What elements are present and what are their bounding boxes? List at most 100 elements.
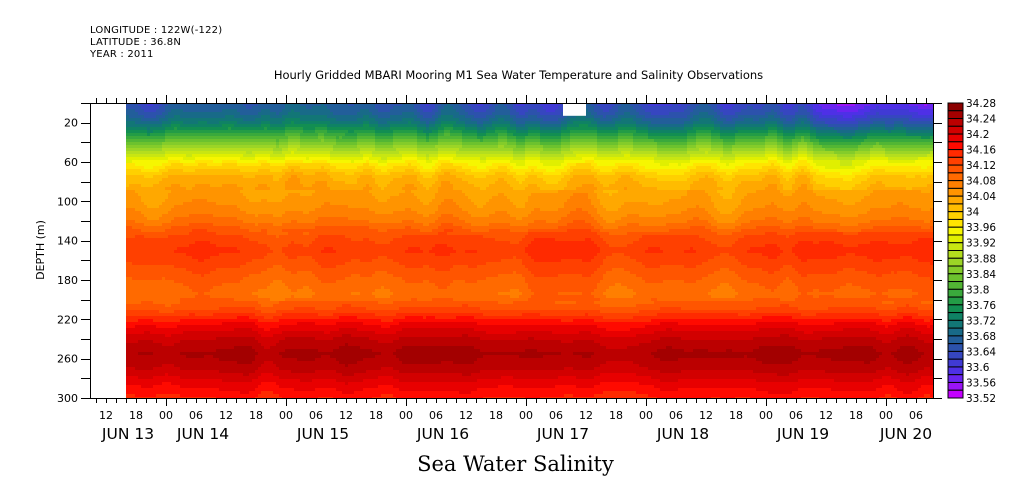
field-cell [390,133,393,136]
field-cell [201,118,204,121]
field-cell [417,133,420,136]
field-cell [396,325,399,331]
field-cell [264,322,267,331]
field-cell [441,157,444,160]
field-cell [195,229,198,241]
field-cell [255,331,258,340]
field-cell [228,121,231,124]
field-cell [492,103,495,112]
field-cell [396,121,399,124]
field-cell [240,364,243,373]
field-cell [432,157,435,160]
field-cell [387,316,390,322]
field-cell [264,154,267,157]
field-cell [330,145,333,148]
field-cell [336,142,339,145]
field-cell [363,163,366,169]
field-cell [291,325,294,331]
field-cell [243,148,246,151]
field-cell [417,337,420,346]
field-cell [228,142,231,145]
field-cell [186,286,189,298]
field-cell [246,133,249,136]
field-cell [453,250,456,253]
field-cell [345,190,348,205]
field-cell [333,388,336,398]
field-cell [270,139,273,142]
field-cell [408,253,411,268]
field-cell [366,109,369,115]
field-cell [147,226,150,232]
field-cell [480,106,483,112]
field-cell [390,124,393,127]
field-cell [360,139,363,142]
field-cell [465,334,468,346]
field-cell [198,388,201,397]
field-cell [489,238,492,262]
field-cell [285,370,288,379]
field-cell [435,319,438,322]
field-cell [357,127,360,130]
field-cell [369,154,372,160]
field-cell [171,316,174,322]
field-cell [435,229,438,235]
field-cell [468,103,471,106]
field-cell [147,325,150,331]
field-cell [432,148,435,151]
field-cell [483,142,486,145]
field-cell [420,142,423,145]
field-cell [297,391,300,398]
field-cell [225,235,228,247]
field-cell [231,205,234,217]
field-cell [498,241,501,262]
field-cell [174,103,177,109]
field-cell [174,151,177,154]
field-cell [189,358,192,370]
field-cell [294,292,297,298]
field-cell [357,118,360,124]
field-cell [315,340,318,349]
field-cell [180,133,183,136]
field-cell [279,130,282,133]
field-cell [420,268,423,283]
field-cell [156,166,159,172]
field-cell [288,160,291,163]
field-cell [483,145,486,148]
field-cell [495,316,498,319]
field-cell [438,289,441,298]
field-cell [171,226,174,235]
field-cell [306,163,309,169]
field-cell [234,307,237,313]
field-cell [144,205,147,217]
field-cell [348,328,351,334]
field-cell [429,232,432,235]
field-cell [129,109,132,118]
field-cell [258,184,261,190]
field-cell [456,142,459,145]
field-cell [444,229,447,244]
field-cell [324,130,327,136]
field-cell [126,322,129,328]
field-cell [453,391,456,398]
field-cell [381,316,384,322]
field-cell [150,370,153,379]
field-cell [333,127,336,130]
field-cell [153,367,156,376]
field-cell [318,340,321,352]
field-cell [291,358,294,373]
field-cell [330,340,333,352]
field-cell [435,244,438,256]
field-cell [135,334,138,343]
field-cell [414,103,417,109]
field-cell [414,151,417,154]
field-cell [342,181,345,190]
field-cell [459,115,462,121]
field-cell [462,121,465,124]
field-cell [246,277,249,301]
field-cell [291,259,294,274]
field-cell [333,358,336,370]
field-cell [225,121,228,124]
field-cell [411,169,414,175]
field-cell [306,151,309,154]
field-cell [150,151,153,154]
